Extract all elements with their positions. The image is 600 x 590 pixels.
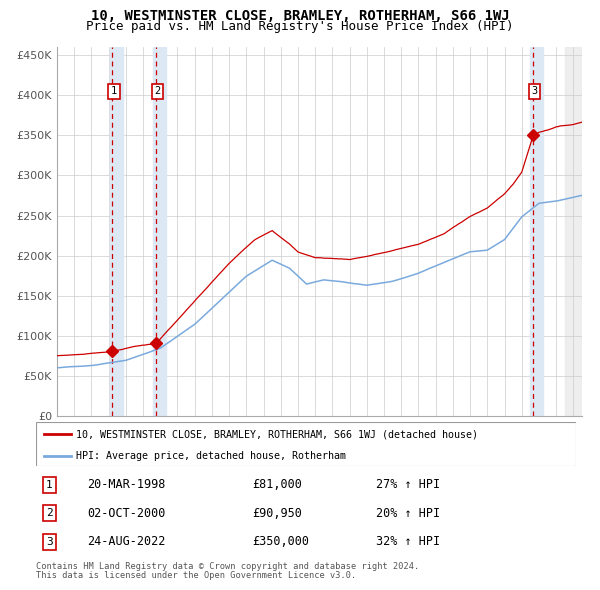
Text: 27% ↑ HPI: 27% ↑ HPI [376,478,440,491]
Text: 10, WESTMINSTER CLOSE, BRAMLEY, ROTHERHAM, S66 1WJ (detached house): 10, WESTMINSTER CLOSE, BRAMLEY, ROTHERHA… [77,430,479,439]
Text: Price paid vs. HM Land Registry's House Price Index (HPI): Price paid vs. HM Land Registry's House … [86,20,514,33]
Text: 1: 1 [46,480,53,490]
Text: 20-MAR-1998: 20-MAR-1998 [88,478,166,491]
Text: 3: 3 [46,537,53,546]
Text: 24-AUG-2022: 24-AUG-2022 [88,535,166,548]
Text: 2: 2 [155,86,161,96]
Text: £81,000: £81,000 [252,478,302,491]
Bar [565,47,582,416]
Text: £90,950: £90,950 [252,507,302,520]
Text: 32% ↑ HPI: 32% ↑ HPI [376,535,440,548]
Bar [154,47,166,416]
FancyBboxPatch shape [36,422,576,466]
Text: This data is licensed under the Open Government Licence v3.0.: This data is licensed under the Open Gov… [36,571,356,580]
Text: HPI: Average price, detached house, Rotherham: HPI: Average price, detached house, Roth… [77,451,347,461]
Text: 1: 1 [111,86,117,96]
Bar [530,47,543,416]
Text: £350,000: £350,000 [252,535,309,548]
Text: 10, WESTMINSTER CLOSE, BRAMLEY, ROTHERHAM, S66 1WJ: 10, WESTMINSTER CLOSE, BRAMLEY, ROTHERHA… [91,9,509,24]
Text: 2: 2 [46,509,53,518]
Bar [110,47,123,416]
Text: 02-OCT-2000: 02-OCT-2000 [88,507,166,520]
Text: 3: 3 [532,86,538,96]
Text: Contains HM Land Registry data © Crown copyright and database right 2024.: Contains HM Land Registry data © Crown c… [36,562,419,571]
Text: 20% ↑ HPI: 20% ↑ HPI [376,507,440,520]
